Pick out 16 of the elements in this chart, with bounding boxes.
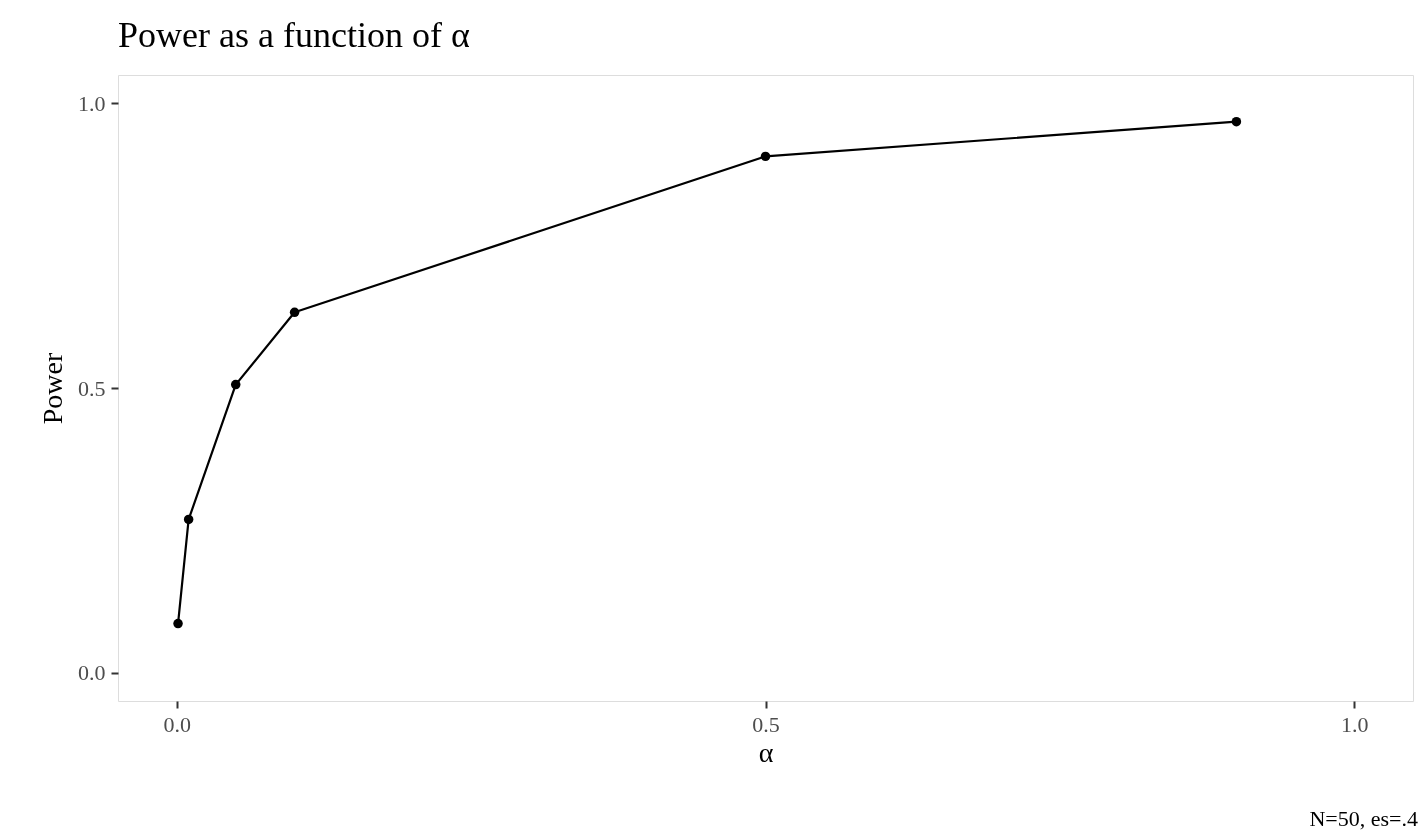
chart-title: Power as a function of α — [118, 15, 470, 55]
text: N=50, es=.4 — [1309, 806, 1418, 831]
x-tick-label: 0.0 — [163, 711, 192, 737]
y-tick-label: 1.0 — [78, 90, 106, 116]
point — [173, 618, 183, 629]
x-tick-label: 1.0 — [1340, 711, 1369, 737]
x-axis-title: α — [758, 736, 774, 768]
point — [289, 307, 300, 318]
point — [230, 379, 241, 390]
y-tick-label: 0.5 — [78, 375, 106, 401]
point — [1231, 116, 1242, 127]
y-axis-title: Power — [37, 352, 68, 425]
x-tick-label: 0.5 — [752, 711, 780, 737]
point — [760, 151, 771, 162]
y-tick-label: 0.0 — [78, 660, 106, 686]
point — [183, 514, 194, 525]
